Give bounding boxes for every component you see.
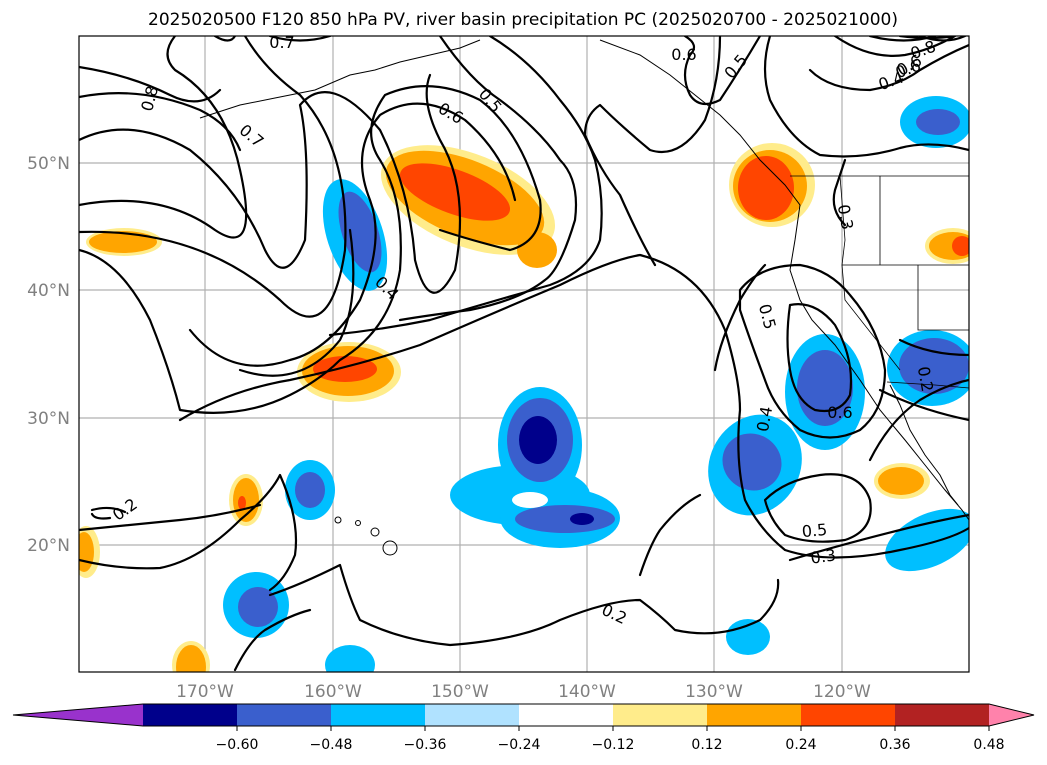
- lon-tick-label: 130°W: [685, 682, 743, 702]
- colorbar-segment: [143, 704, 238, 726]
- contour-label: 0.6: [671, 45, 696, 64]
- pv-contour-line: [79, 73, 462, 294]
- precip-pc-fills: [79, 96, 969, 672]
- pv-contour-line: [832, 158, 847, 227]
- pv-contour-line: [268, 563, 780, 647]
- contour-label: 0.3: [834, 203, 857, 231]
- map-panel: 0.7 0.6 0.5 0.6 0.8 0.8 0.6 0.4 0.7 0.6 …: [78, 33, 970, 673]
- pos-anomaly-pnw: [729, 143, 815, 227]
- pv-contour-line: [763, 36, 969, 158]
- pv-contour-line: [213, 36, 332, 42]
- lat-axis: 50°N 40°N 30°N 20°N: [27, 154, 70, 556]
- colorbar: −0.60 −0.48 −0.36 −0.24 −0.12 0.12 0.24 0.36 0.4…: [12, 703, 1035, 753]
- colorbar-tick-label: −0.48: [310, 737, 353, 753]
- colorbar-tick-label: 0.12: [691, 737, 722, 753]
- colorbar-segment: [519, 704, 614, 726]
- lat-tick-label: 40°N: [27, 281, 70, 301]
- colorbar-tick-label: −0.24: [498, 737, 541, 753]
- neg-anomaly-1: [322, 179, 388, 291]
- colorbar-segment: [237, 704, 332, 726]
- colorbar-segment: [613, 704, 708, 726]
- pv-contour-line: [738, 263, 887, 439]
- alaska-coast: [199, 39, 481, 119]
- lat-tick-label: 30°N: [27, 409, 70, 429]
- colorbar-tick-label: 0.36: [879, 737, 910, 753]
- figure-title: 2025020500 F120 850 hPa PV, river basin …: [148, 10, 898, 30]
- colorbar-tick-label: 0.24: [785, 737, 816, 753]
- neg-anomaly-2: [285, 460, 335, 520]
- pv-contour-line: [79, 473, 298, 592]
- colorbar-segment: [425, 704, 520, 726]
- lon-axis: 170°W 160°W 150°W 140°W 130°W 120°W: [176, 682, 871, 702]
- pv-contour-line: [90, 506, 127, 520]
- coastlines: [199, 39, 969, 521]
- pv-contour-line: [868, 338, 969, 462]
- pv-contour-line: [833, 36, 967, 57]
- lon-tick-label: 120°W: [813, 682, 871, 702]
- state-borders: [839, 175, 969, 371]
- colorbar-tick-label: −0.36: [404, 737, 447, 753]
- pv-contour-line: [398, 36, 578, 322]
- lon-tick-label: 150°W: [431, 682, 489, 702]
- pv-contour-line: [788, 513, 969, 562]
- lon-tick-label: 140°W: [558, 682, 616, 702]
- pos-anomaly-1: [380, 145, 557, 268]
- colorbar-tick-label: −0.12: [592, 737, 635, 753]
- colorbar-segment: [331, 704, 426, 726]
- lat-tick-label: 20°N: [27, 536, 70, 556]
- pv-contour-line: [79, 36, 248, 239]
- colorbar-tick-label: 0.48: [973, 737, 1004, 753]
- pv-contour-line: [79, 65, 222, 103]
- pv-contours: [79, 36, 969, 672]
- pv-contour-line: [188, 102, 517, 367]
- pv-contour-line: [233, 608, 312, 672]
- colorbar-segment: [707, 704, 802, 726]
- colorbar-segment: [801, 704, 896, 726]
- colorbar-ticks: −0.60 −0.48 −0.36 −0.24 −0.12 0.12 0.24 0.36 0.4…: [216, 726, 1005, 753]
- pv-contour-line: [583, 36, 722, 267]
- pv-contour-line: [683, 36, 762, 106]
- pv-contour-line: [79, 85, 542, 414]
- pv-contour-line: [786, 303, 853, 413]
- colorbar-tick-label: −0.60: [216, 737, 259, 753]
- pv-contour-line: [713, 263, 767, 372]
- pv-contour-line: [178, 253, 969, 559]
- map-frame: [78, 35, 970, 673]
- pv-contour-line: [79, 36, 347, 318]
- neg-anomaly-7: [900, 96, 969, 148]
- contour-label: 0.2: [914, 365, 937, 393]
- contour-label: 0.3: [809, 545, 837, 567]
- contour-label: 0.4: [753, 405, 776, 433]
- pv-contour-line: [79, 503, 262, 532]
- pos-anomaly-4: [229, 474, 263, 526]
- pv-contour-line: [328, 36, 603, 337]
- contour-label: 0.7: [269, 33, 294, 52]
- lon-tick-label: 160°W: [304, 682, 362, 702]
- lat-tick-label: 50°N: [27, 154, 70, 174]
- pos-anomaly-east: [874, 228, 969, 499]
- neg-anomaly-central: [450, 387, 620, 548]
- pv-contour-line: [808, 43, 969, 92]
- colorbar-extend-max: [989, 704, 1034, 726]
- colorbar-extend-min: [13, 704, 143, 726]
- colorbar-segment: [895, 704, 990, 726]
- pv-contour-line: [638, 493, 702, 577]
- pv-contour-line: [79, 92, 242, 152]
- colorbar-outline: [12, 703, 1035, 727]
- pv-contour-line: [238, 228, 355, 377]
- hawaii-islands: [334, 516, 398, 556]
- neg-anomaly-4: [325, 645, 375, 672]
- pos-anomaly-6: [172, 641, 210, 672]
- contour-label: 0.5: [801, 520, 828, 541]
- baja-coast: [889, 384, 959, 506]
- pos-anomaly-5: [79, 526, 100, 578]
- alaska-panhandle-coast: [599, 39, 969, 521]
- colorbar-segments: [13, 704, 1034, 726]
- pv-contour-line: [763, 473, 872, 543]
- us-mexico-border: [886, 381, 969, 389]
- contour-label: 0.6: [827, 403, 852, 422]
- neg-anomaly-8: [885, 508, 969, 572]
- lon-tick-label: 170°W: [176, 682, 234, 702]
